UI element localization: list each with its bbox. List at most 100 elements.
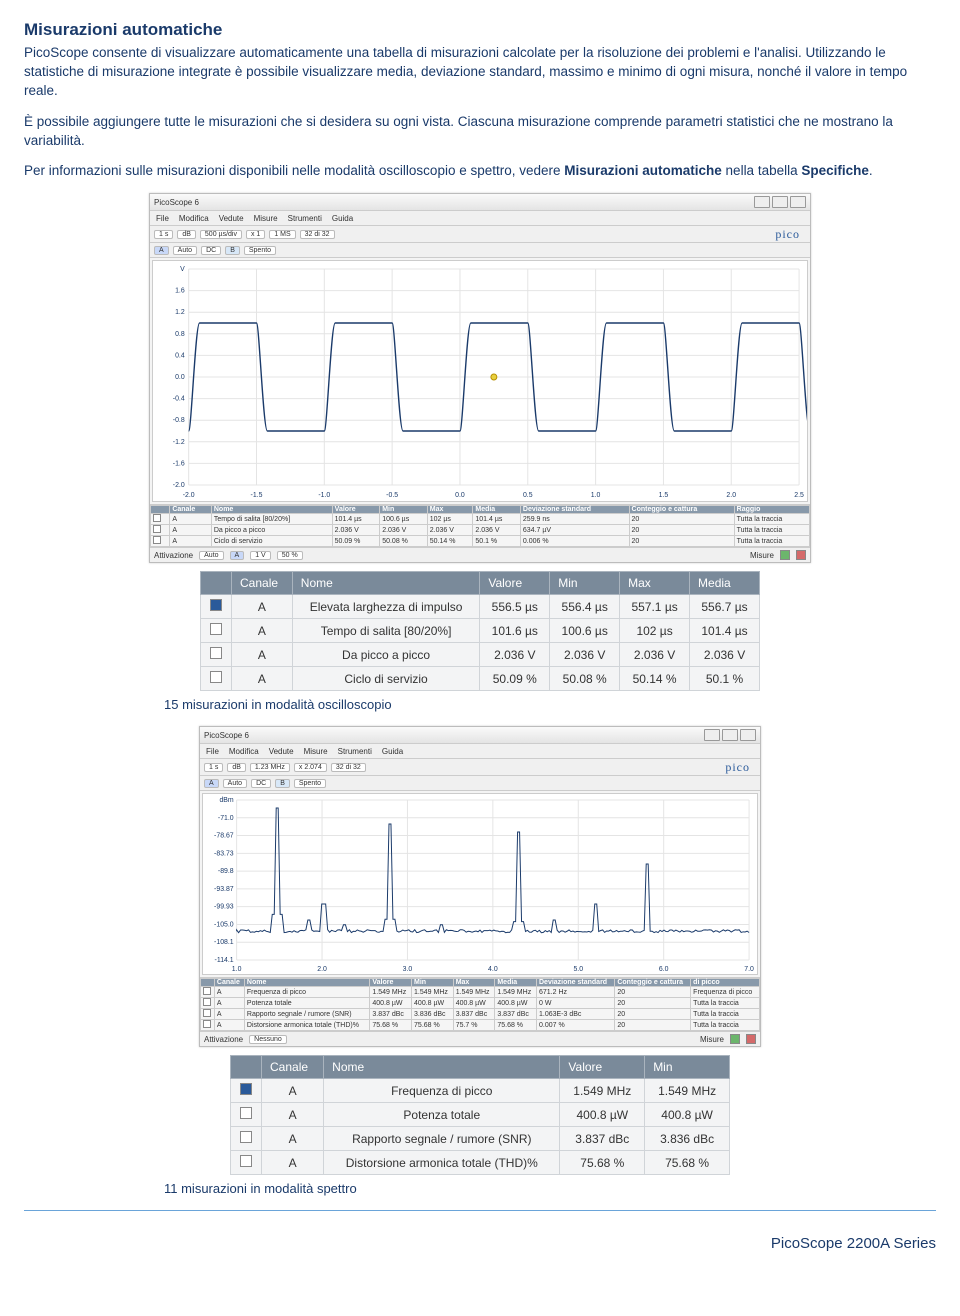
status-red-icon[interactable] xyxy=(796,550,806,560)
maximize-icon[interactable] xyxy=(722,729,738,741)
close-icon[interactable] xyxy=(740,729,756,741)
menubar: File Modifica Vedute Misure Strumenti Gu… xyxy=(150,211,810,226)
toolbar-chip[interactable]: 1 s xyxy=(154,230,173,239)
menu-item[interactable]: Vedute xyxy=(219,214,244,223)
toolbar-chip[interactable]: dB xyxy=(177,230,196,239)
status-chip[interactable]: Nessuno xyxy=(249,1035,287,1044)
menu-item[interactable]: Guida xyxy=(332,214,353,223)
table-cell: Potenza totale xyxy=(324,1103,560,1127)
footer-title: PicoScope 2200A Series xyxy=(771,1235,936,1252)
menu-item[interactable]: File xyxy=(206,747,219,756)
menu-item[interactable]: Guida xyxy=(382,747,403,756)
toolbar-chip[interactable]: x 2.074 xyxy=(294,763,327,772)
table-cell: 3.836 dBc xyxy=(645,1127,730,1151)
table-cell: 75.68 % xyxy=(560,1151,645,1175)
channel-b-chip[interactable]: B xyxy=(225,246,240,255)
svg-text:-0.4: -0.4 xyxy=(173,396,185,403)
svg-text:-105.0: -105.0 xyxy=(214,922,234,929)
table-cell: 100.6 µs xyxy=(550,619,620,643)
statusbar: Attivazione Auto A 1 V 50 % Misure xyxy=(150,547,810,562)
table-row: AElevata larghezza di impulso556.5 µs556… xyxy=(201,595,760,619)
svg-text:V: V xyxy=(180,266,185,273)
svg-text:-114.1: -114.1 xyxy=(215,957,234,964)
table-header: Nome xyxy=(324,1056,560,1079)
svg-text:-1.2: -1.2 xyxy=(173,439,185,446)
toolbar-chip[interactable]: DC xyxy=(201,246,221,255)
menu-item[interactable]: Strumenti xyxy=(288,214,322,223)
caption-1: 15 misurazioni in modalità oscilloscopio xyxy=(24,697,936,712)
table-cell: 556.5 µs xyxy=(480,595,550,619)
toolbar-2: A Auto DC B Spento xyxy=(200,776,760,791)
table-cell: 2.036 V xyxy=(690,643,760,667)
svg-text:-0.8: -0.8 xyxy=(173,418,185,425)
menu-item[interactable]: Misure xyxy=(304,747,328,756)
status-label: Attivazione xyxy=(154,551,193,560)
window-title: PicoScope 6 xyxy=(154,198,199,207)
toolbar-chip[interactable]: Auto xyxy=(223,779,247,788)
table-cell: A xyxy=(262,1079,324,1103)
toolbar-chip[interactable]: Spento xyxy=(294,779,326,788)
paragraph-2: È possibile aggiungere tutte le misurazi… xyxy=(24,113,936,151)
toolbar-chip[interactable]: x 1 xyxy=(246,230,265,239)
toolbar-chip[interactable]: 500 µs/div xyxy=(200,230,242,239)
table-cell: Da picco a picco xyxy=(292,643,480,667)
svg-text:6.0: 6.0 xyxy=(659,966,669,973)
status-chip[interactable]: Auto xyxy=(199,551,223,560)
table-header: Nome xyxy=(292,572,480,595)
svg-text:1.5: 1.5 xyxy=(659,492,669,499)
minimize-icon[interactable] xyxy=(704,729,720,741)
status-green-icon[interactable] xyxy=(780,550,790,560)
table-header: Min xyxy=(550,572,620,595)
svg-text:-71.0: -71.0 xyxy=(218,815,234,822)
spectrum-measurements-small: CanaleNomeValoreMinMaxMediaDeviazione st… xyxy=(200,977,760,1031)
close-icon[interactable] xyxy=(790,196,806,208)
status-chip[interactable]: 1 V xyxy=(250,551,271,560)
minimize-icon[interactable] xyxy=(754,196,770,208)
channel-a-chip[interactable]: A xyxy=(154,246,169,255)
window-titlebar: PicoScope 6 xyxy=(200,727,760,744)
menu-item[interactable]: Vedute xyxy=(269,747,294,756)
toolbar-chip[interactable]: 1 MS xyxy=(269,230,295,239)
measurements-table-spectrum: CanaleNomeValoreMinAFrequenza di picco1.… xyxy=(230,1055,730,1175)
status-green-icon[interactable] xyxy=(730,1034,740,1044)
menu-item[interactable]: Modifica xyxy=(229,747,259,756)
row-icon xyxy=(240,1131,252,1143)
spectrum-window: PicoScope 6 File Modifica Vedute Misure … xyxy=(199,726,761,1047)
svg-text:0.0: 0.0 xyxy=(455,492,465,499)
toolbar-chip[interactable]: Spento xyxy=(244,246,276,255)
status-red-icon[interactable] xyxy=(746,1034,756,1044)
toolbar-chip[interactable]: 1.23 MHz xyxy=(250,763,290,772)
toolbar-chip[interactable]: 32 di 32 xyxy=(300,230,335,239)
svg-text:-1.6: -1.6 xyxy=(173,461,185,468)
svg-text:1.2: 1.2 xyxy=(175,310,185,317)
maximize-icon[interactable] xyxy=(772,196,788,208)
toolbar-chip[interactable]: dB xyxy=(227,763,246,772)
menu-item[interactable]: File xyxy=(156,214,169,223)
svg-text:1.0: 1.0 xyxy=(591,492,601,499)
status-chip[interactable]: 50 % xyxy=(277,551,303,560)
table-row: ADa picco a picco2.036 V2.036 V2.036 V2.… xyxy=(201,643,760,667)
toolbar-chip[interactable]: DC xyxy=(251,779,271,788)
row-icon xyxy=(210,671,222,683)
table-cell: 102 µs xyxy=(620,619,690,643)
svg-text:dBm: dBm xyxy=(219,797,233,804)
svg-text:-93.87: -93.87 xyxy=(214,886,234,893)
channel-b-chip[interactable]: B xyxy=(275,779,290,788)
table-cell: 400.8 µW xyxy=(560,1103,645,1127)
svg-text:-83.73: -83.73 xyxy=(214,851,234,858)
table-cell: 50.08 % xyxy=(550,667,620,691)
menu-item[interactable]: Misure xyxy=(254,214,278,223)
svg-text:-108.1: -108.1 xyxy=(214,940,234,947)
menu-item[interactable]: Strumenti xyxy=(338,747,372,756)
toolbar-chip[interactable]: Auto xyxy=(173,246,197,255)
toolbar-chip[interactable]: 1 s xyxy=(204,763,223,772)
status-chip[interactable]: A xyxy=(230,551,245,560)
channel-a-chip[interactable]: A xyxy=(204,779,219,788)
svg-text:2.0: 2.0 xyxy=(726,492,736,499)
table-cell: 101.4 µs xyxy=(690,619,760,643)
toolbar-chip[interactable]: 32 di 32 xyxy=(331,763,366,772)
menu-item[interactable]: Modifica xyxy=(179,214,209,223)
caption-2: 11 misurazioni in modalità spettro xyxy=(24,1181,936,1196)
paragraph-1: PicoScope consente di visualizzare autom… xyxy=(24,44,936,101)
pico-logo: pico xyxy=(775,227,806,242)
